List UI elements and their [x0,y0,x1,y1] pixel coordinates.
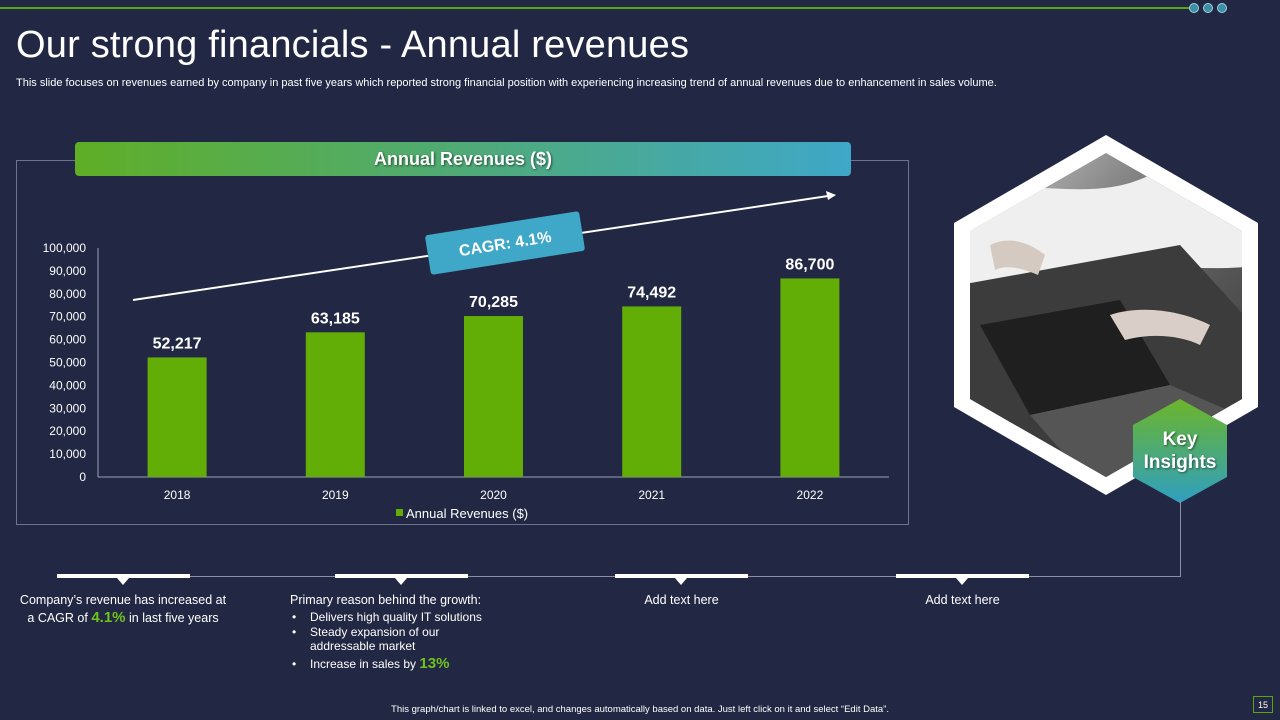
page-title: Our strong financials - Annual revenues [16,24,690,66]
key-insights-badge [1133,399,1227,503]
top-accent-line [0,7,1190,9]
y-tick-label: 30,000 [49,401,86,415]
growth-reasons-list: Delivers high quality IT solutions Stead… [290,610,520,671]
timeline-marker [615,574,748,585]
dot-icon [1217,3,1227,13]
timeline-marker [896,574,1029,585]
key-insights-label: Key Insights [1132,428,1228,474]
timeline-marker [335,574,468,585]
timeline-marker [57,574,190,585]
arrow-head-icon [826,191,836,200]
data-label: 63,185 [311,310,360,327]
legend-label: Annual Revenues ($) [406,506,528,521]
x-tick-label: 2022 [797,488,824,502]
insight-text: in last five years [125,611,219,625]
insight-cagr: Company’s revenue has increased at a CAG… [18,592,228,627]
x-tick-label: 2021 [638,488,665,502]
footer-note: This graph/chart is linked to excel, and… [391,704,889,715]
connector-line [1180,500,1181,577]
list-item: Delivers high quality IT solutions [290,610,520,624]
page-number: 15 [1253,696,1273,713]
y-tick-label: 20,000 [49,424,86,438]
insight-growth-reasons: Primary reason behind the growth: Delive… [290,592,520,671]
y-tick-label: 70,000 [49,310,86,324]
y-tick-label: 80,000 [49,287,86,301]
data-label: 52,217 [153,335,202,352]
bullet-text: Steady expansion of our addressable mark… [310,625,440,653]
dot-icon [1203,3,1213,13]
bullet-text: Increase in sales by [310,657,420,671]
insight-text: Company’s revenue has increased at a CAG… [19,593,227,625]
key-label: Key [1162,429,1198,450]
data-label: 86,700 [785,256,834,273]
dot-icon [1189,3,1199,13]
placeholder-text[interactable]: Add text here [925,593,1000,607]
list-item: Steady expansion of our addressable mark… [290,625,470,653]
x-tick-label: 2019 [322,488,349,502]
chart-title: Annual Revenues ($) [75,142,851,176]
cagr-highlight: 4.1% [91,609,126,626]
insights-label: Insights [1143,452,1217,473]
y-tick-label: 50,000 [49,356,86,370]
growth-heading: Primary reason behind the growth: [290,593,482,607]
y-tick-label: 60,000 [49,333,86,347]
bar [147,357,207,477]
cagr-callout: CAGR: 4.1% [425,211,585,275]
data-label: 70,285 [469,294,518,311]
y-tick-label: 90,000 [49,264,86,278]
legend-swatch [396,509,403,516]
list-item: Increase in sales by 13% [290,655,520,672]
cagr-callout-box [425,211,585,275]
bar [464,316,523,477]
decorative-dots [1189,3,1227,13]
y-tick-label: 100,000 [43,241,87,255]
x-tick-label: 2020 [480,488,507,502]
placeholder-text[interactable]: Add text here [644,593,719,607]
x-tick-label: 2018 [164,488,191,502]
sales-increase-highlight: 13% [419,655,450,672]
page-subtitle: This slide focuses on revenues earned by… [16,77,997,89]
bar [305,332,365,477]
y-tick-label: 40,000 [49,378,86,392]
bar [780,278,840,477]
bar [622,306,682,477]
y-tick-label: 0 [79,470,86,484]
y-tick-label: 10,000 [49,447,86,461]
bullet-text: Delivers high quality IT solutions [310,610,482,624]
data-label: 74,492 [627,284,676,301]
